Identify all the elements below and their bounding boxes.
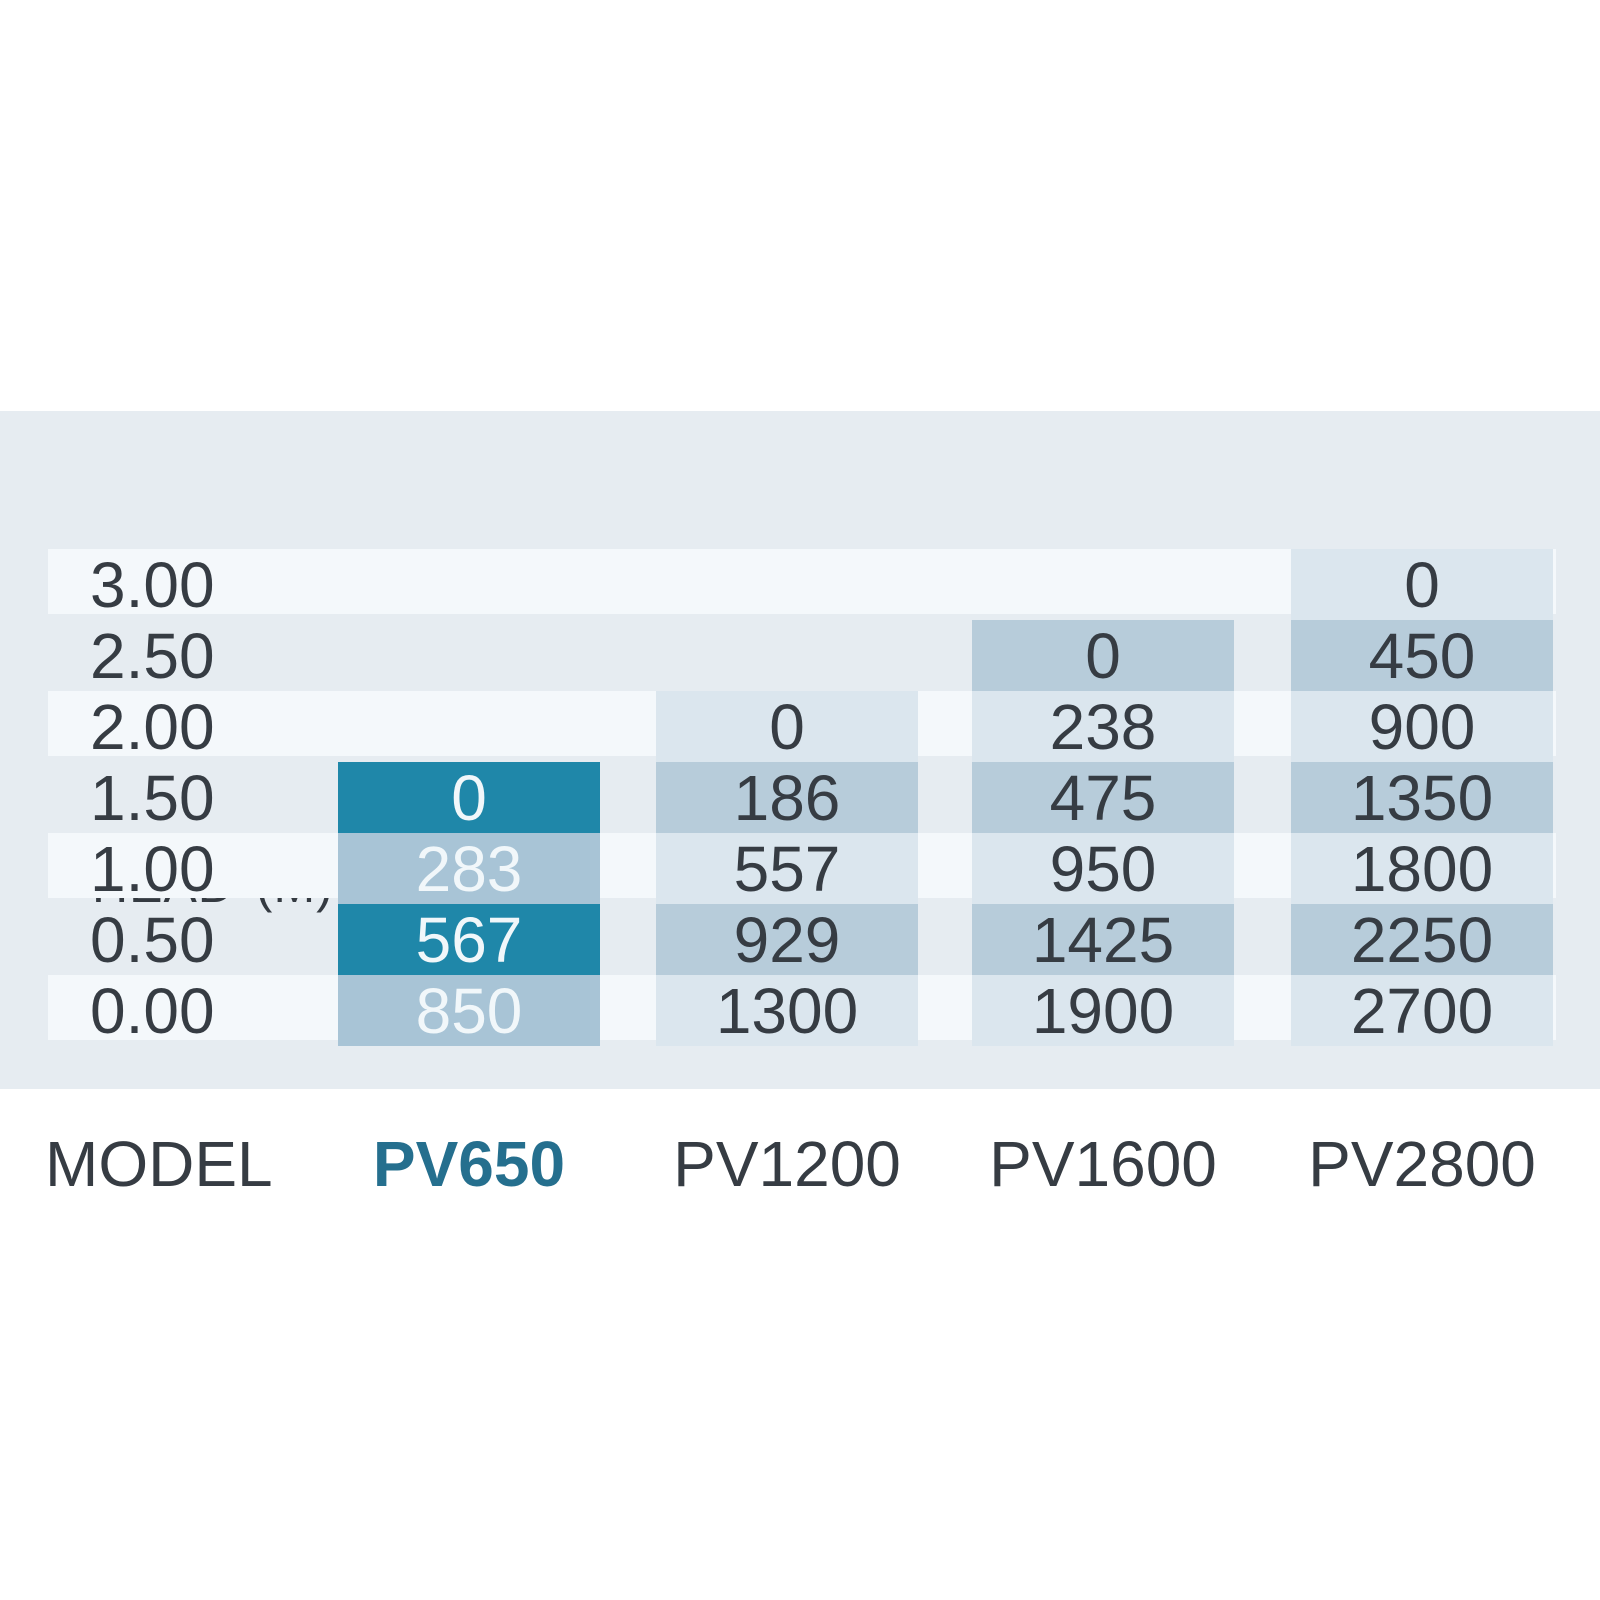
cell-PV1600-1.00: 950	[972, 833, 1234, 904]
model-row: MODEL PV650 PV1200 PV1600 PV2800	[0, 1128, 1600, 1199]
cell-PV1200-1.50: 186	[656, 762, 918, 833]
row-label-2.50: 2.50	[90, 619, 215, 692]
model-name-PV1200: PV1200	[673, 1127, 901, 1200]
cell-PV2800-2.00: 900	[1291, 691, 1553, 762]
cell-PV1600-2.00: 238	[972, 691, 1234, 762]
cell-PV650-0.00: 850	[338, 975, 600, 1046]
cell-PV1600-2.50: 0	[972, 620, 1234, 691]
cell-PV650-1.50: 0	[338, 762, 600, 833]
row-label-2.00: 2.00	[90, 690, 215, 763]
cell-PV1600-0.00: 1900	[972, 975, 1234, 1046]
row-label-0.50: 0.50	[90, 903, 215, 976]
cell-PV2800-2.50: 450	[1291, 620, 1553, 691]
cell-PV1600-1.50: 475	[972, 762, 1234, 833]
cell-PV2800-1.00: 1800	[1291, 833, 1553, 904]
cell-PV2800-3.00: 0	[1291, 549, 1553, 620]
model-row-label: MODEL	[45, 1127, 273, 1200]
row-label-1.50: 1.50	[90, 761, 215, 834]
cell-PV1600-0.50: 1425	[972, 904, 1234, 975]
cell-PV2800-1.50: 1350	[1291, 762, 1553, 833]
row-label-0.00: 0.00	[90, 974, 215, 1047]
cell-PV1200-0.50: 929	[656, 904, 918, 975]
cell-PV1200-1.00: 557	[656, 833, 918, 904]
cell-PV650-1.00: 283	[338, 833, 600, 904]
model-name-PV2800: PV2800	[1308, 1127, 1536, 1200]
row-label-1.00: 1.00	[90, 832, 215, 905]
cell-PV1200-2.00: 0	[656, 691, 918, 762]
model-name-PV650: PV650	[372, 1127, 566, 1200]
cell-PV2800-0.50: 2250	[1291, 904, 1553, 975]
cell-PV1200-0.00: 1300	[656, 975, 918, 1046]
model-name-PV1600: PV1600	[989, 1127, 1217, 1200]
row-label-3.00: 3.00	[90, 548, 215, 621]
performance-table-panel: HEAD (M) 0283567850018655792913000238475…	[0, 411, 1600, 1089]
cell-PV2800-0.00: 2700	[1291, 975, 1553, 1046]
cell-PV650-0.50: 567	[338, 904, 600, 975]
